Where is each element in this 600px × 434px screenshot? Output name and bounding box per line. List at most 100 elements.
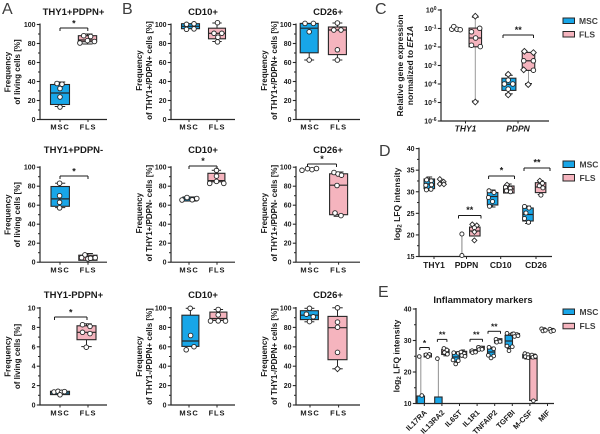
svg-text:80: 80 [159, 41, 167, 48]
svg-text:MSC: MSC [179, 123, 198, 132]
svg-text:D: D [379, 143, 391, 160]
svg-text:40: 40 [28, 222, 36, 229]
svg-text:E: E [378, 284, 389, 301]
svg-text:20: 20 [28, 98, 36, 105]
svg-text:6: 6 [32, 344, 36, 351]
svg-text:of living cells [%]: of living cells [%] [13, 182, 22, 248]
svg-text:FLS: FLS [330, 123, 347, 132]
svg-text:FLS: FLS [330, 266, 347, 275]
svg-text:**: ** [439, 330, 446, 340]
svg-text:*: * [201, 156, 205, 166]
svg-text:100: 100 [280, 165, 292, 172]
svg-text:0: 0 [163, 260, 167, 267]
svg-text:CD26: CD26 [525, 260, 547, 270]
svg-text:60: 60 [28, 60, 36, 67]
svg-text:Frequency: Frequency [260, 50, 269, 91]
svg-text:THY1: THY1 [455, 124, 477, 134]
svg-text:40: 40 [284, 364, 292, 371]
svg-text:**: ** [515, 25, 523, 35]
svg-text:20: 20 [404, 370, 412, 377]
svg-text:**: ** [491, 322, 498, 332]
svg-text:80: 80 [28, 41, 36, 48]
svg-text:FLS: FLS [80, 409, 97, 418]
svg-text:10: 10 [404, 401, 412, 408]
svg-text:10-6: 10-6 [424, 117, 436, 126]
svg-text:THY1+PDPN-: THY1+PDPN- [44, 145, 103, 156]
svg-text:40: 40 [159, 222, 167, 229]
svg-text:20: 20 [159, 241, 167, 248]
svg-text:60: 60 [284, 60, 292, 67]
svg-text:PDPN: PDPN [455, 260, 479, 270]
svg-text:log2 LFQ intensity: log2 LFQ intensity [392, 167, 404, 240]
svg-text:10-3: 10-3 [424, 61, 436, 70]
svg-text:80: 80 [284, 325, 292, 332]
svg-text:*: * [500, 166, 504, 176]
svg-text:40: 40 [28, 79, 36, 86]
svg-text:B: B [122, 1, 133, 18]
svg-text:20: 20 [159, 98, 167, 105]
svg-text:40: 40 [407, 146, 415, 153]
svg-text:MSC: MSC [50, 409, 69, 418]
svg-text:FLS: FLS [580, 321, 596, 331]
svg-text:30: 30 [404, 338, 412, 345]
svg-text:FLS: FLS [209, 266, 226, 275]
svg-text:15: 15 [407, 254, 415, 261]
svg-text:0: 0 [32, 260, 36, 267]
svg-text:of THY1+/PDPN+ cells [%]: of THY1+/PDPN+ cells [%] [270, 21, 279, 120]
svg-text:MSC: MSC [300, 123, 319, 132]
svg-text:0: 0 [288, 260, 292, 267]
svg-text:40: 40 [159, 79, 167, 86]
svg-text:2: 2 [32, 383, 36, 390]
svg-text:100: 100 [426, 6, 437, 15]
svg-text:**: ** [533, 158, 541, 168]
svg-text:*: * [69, 307, 73, 317]
svg-text:Frequency: Frequency [4, 194, 13, 235]
svg-text:40: 40 [284, 79, 292, 86]
svg-text:FLS: FLS [579, 29, 595, 39]
svg-text:60: 60 [284, 203, 292, 210]
svg-text:FLS: FLS [330, 409, 347, 418]
svg-text:of THY1-/PDPN+ cells [%]: of THY1-/PDPN+ cells [%] [270, 308, 279, 405]
svg-text:100: 100 [24, 22, 36, 29]
svg-text:Frequency: Frequency [4, 51, 13, 92]
svg-text:10-1: 10-1 [424, 24, 436, 33]
svg-text:80: 80 [159, 184, 167, 191]
svg-text:MSC: MSC [300, 409, 319, 418]
svg-text:**: ** [473, 330, 480, 340]
svg-text:40: 40 [159, 364, 167, 371]
svg-text:10: 10 [28, 306, 36, 313]
svg-text:CD10+: CD10+ [188, 145, 218, 156]
svg-text:30: 30 [407, 189, 415, 196]
svg-text:of THY1-/PDPN+ cells [%]: of THY1-/PDPN+ cells [%] [145, 308, 154, 405]
svg-text:CD10+: CD10+ [188, 290, 218, 301]
svg-text:A: A [2, 1, 13, 18]
svg-text:80: 80 [159, 325, 167, 332]
svg-text:100: 100 [155, 306, 167, 313]
svg-text:8: 8 [32, 325, 36, 332]
svg-text:20: 20 [159, 383, 167, 390]
svg-text:0: 0 [32, 403, 36, 410]
svg-text:20: 20 [407, 232, 415, 239]
svg-text:60: 60 [284, 344, 292, 351]
svg-text:THY1-PDPN+: THY1-PDPN+ [44, 290, 104, 301]
svg-text:Frequency: Frequency [135, 336, 144, 377]
svg-text:CD10: CD10 [490, 260, 512, 270]
svg-text:100: 100 [155, 165, 167, 172]
svg-text:*: * [320, 154, 324, 164]
svg-text:100: 100 [155, 22, 167, 29]
svg-text:80: 80 [284, 184, 292, 191]
svg-text:Frequency: Frequency [135, 50, 144, 91]
svg-text:FLS: FLS [80, 123, 97, 132]
svg-text:60: 60 [28, 203, 36, 210]
svg-text:MSC: MSC [50, 266, 69, 275]
svg-text:CD26+: CD26+ [313, 7, 343, 18]
svg-text:*: * [72, 19, 76, 29]
svg-text:CD26+: CD26+ [313, 145, 343, 156]
svg-text:MSC: MSC [50, 123, 69, 132]
svg-text:100: 100 [24, 165, 36, 172]
svg-text:20: 20 [284, 383, 292, 390]
svg-text:Frequency: Frequency [260, 336, 269, 377]
svg-text:80: 80 [284, 41, 292, 48]
svg-text:Frequency: Frequency [260, 192, 269, 233]
svg-text:MSC: MSC [179, 266, 198, 275]
